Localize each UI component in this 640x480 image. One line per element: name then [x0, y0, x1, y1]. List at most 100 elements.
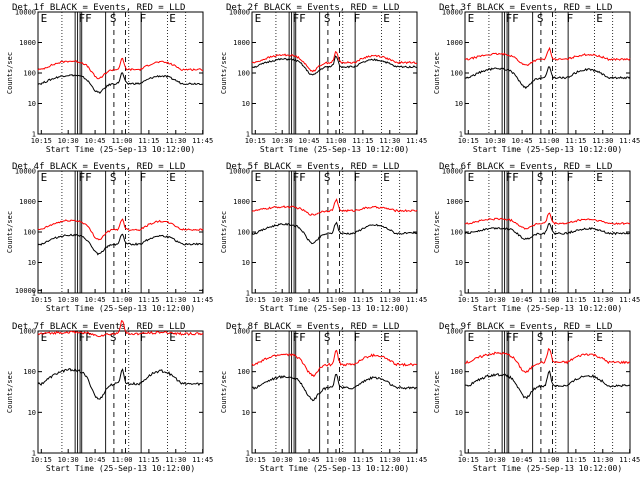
x-tick-label: 10:45	[85, 137, 106, 145]
y-tick-label: 1000	[233, 198, 250, 206]
event-marker-label: F	[299, 171, 306, 184]
event-marker-label: S	[537, 331, 544, 344]
event-marker-label: F	[140, 171, 147, 184]
x-tick-label: 11:00	[325, 296, 346, 304]
x-tick-label: 10:15	[31, 296, 52, 304]
x-tick-label: 10:15	[458, 456, 479, 464]
event-marker-label: S	[324, 171, 331, 184]
y-tick-label: 10	[242, 100, 250, 108]
event-marker-label: E	[169, 331, 176, 344]
panel-title: Det 6f BLACK = Events, RED = LLD	[439, 162, 612, 172]
y-tick-label: 10000	[229, 168, 250, 176]
y-tick-label: 10	[455, 259, 463, 267]
y-tick-label: 100	[237, 229, 250, 237]
y-tick-label: 100	[237, 368, 250, 376]
x-axis-label: Start Time (25-Sep-13 10:12:00)	[473, 464, 622, 473]
x-axis-label: Start Time (25-Sep-13 10:12:00)	[260, 145, 409, 154]
event-marker-label: E	[41, 12, 48, 25]
x-tick-label: 10:15	[245, 456, 266, 464]
y-axis-label: Counts/sec	[433, 371, 441, 413]
y-tick-label: 10	[28, 259, 36, 267]
black-series-line	[37, 72, 203, 95]
x-tick-label: 11:45	[192, 296, 213, 304]
event-marker-label: E	[468, 171, 475, 184]
event-marker-label: F	[293, 171, 300, 184]
event-marker-label: E	[383, 331, 390, 344]
event-marker-label: S	[537, 12, 544, 25]
y-axis-label: Counts/sec	[6, 371, 14, 413]
black-series-line	[251, 55, 418, 76]
x-tick-label: 11:00	[538, 137, 559, 145]
x-tick-label: 11:00	[111, 296, 132, 304]
black-series-line	[251, 221, 418, 245]
x-tick-label: 11:45	[619, 456, 640, 464]
black-series-line	[251, 373, 418, 402]
y-tick-label: 10	[455, 409, 463, 417]
x-tick-label: 10:45	[299, 137, 320, 145]
x-tick-label: 10:30	[272, 456, 293, 464]
x-axis-label: Start Time (25-Sep-13 10:12:00)	[473, 145, 622, 154]
event-marker-label: F	[85, 12, 92, 25]
y-tick-label: 10	[455, 100, 463, 108]
event-marker-label: F	[512, 171, 519, 184]
x-tick-label: 11:30	[592, 137, 613, 145]
y-axis-label: Counts/sec	[220, 371, 228, 413]
event-marker-label: F	[140, 331, 147, 344]
x-tick-label: 11:30	[592, 296, 613, 304]
event-marker-label: F	[85, 171, 92, 184]
black-series-line	[464, 66, 631, 90]
y-tick-label: 1000	[233, 39, 250, 47]
x-tick-label: 10:15	[458, 296, 479, 304]
panel-title: Det 5f BLACK = Events, RED = LLD	[226, 162, 399, 172]
black-series-line	[464, 370, 631, 400]
y-tick-label: 10	[242, 259, 250, 267]
x-tick-label: 11:45	[406, 456, 427, 464]
y-tick-label: 10000	[15, 287, 36, 295]
x-tick-label: 10:45	[299, 296, 320, 304]
event-marker-label: E	[596, 12, 603, 25]
red-series-line	[251, 349, 418, 378]
x-tick-label: 11:00	[538, 296, 559, 304]
y-tick-label: 1000	[446, 39, 463, 47]
event-marker-label: E	[383, 171, 390, 184]
event-marker-label: F	[299, 331, 306, 344]
y-tick-label: 10000	[229, 9, 250, 17]
x-tick-label: 11:00	[111, 456, 132, 464]
event-marker-label: F	[140, 12, 147, 25]
x-tick-label: 11:15	[565, 296, 586, 304]
x-tick-label: 10:30	[58, 296, 79, 304]
plot-frame	[37, 170, 204, 294]
event-marker-label: F	[293, 12, 300, 25]
y-axis-label: Counts/sec	[220, 52, 228, 94]
y-tick-label: 10000	[15, 168, 36, 176]
x-tick-label: 11:00	[325, 137, 346, 145]
x-tick-label: 11:15	[138, 296, 159, 304]
y-tick-label: 1000	[233, 328, 250, 336]
black-series-line	[37, 368, 204, 400]
x-tick-label: 11:15	[352, 456, 373, 464]
x-tick-label: 11:45	[192, 456, 213, 464]
y-tick-label: 1000	[446, 328, 463, 336]
y-tick-label: 10	[242, 409, 250, 417]
event-marker-label: E	[255, 331, 262, 344]
x-axis-label: Start Time (25-Sep-13 10:12:00)	[260, 304, 409, 313]
y-axis-label: Counts/sec	[6, 211, 14, 253]
x-tick-label: 10:30	[272, 137, 293, 145]
x-tick-label: 11:00	[111, 137, 132, 145]
y-tick-label: 1	[32, 290, 36, 298]
event-marker-label: E	[596, 331, 603, 344]
x-tick-label: 10:30	[58, 137, 79, 145]
event-marker-label: F	[354, 12, 361, 25]
event-marker-label: F	[79, 331, 86, 344]
x-tick-label: 11:30	[379, 456, 400, 464]
red-series-line	[465, 212, 631, 230]
plot-frame	[37, 330, 204, 454]
event-marker-label: F	[293, 331, 300, 344]
y-axis-label: Counts/sec	[6, 52, 14, 94]
